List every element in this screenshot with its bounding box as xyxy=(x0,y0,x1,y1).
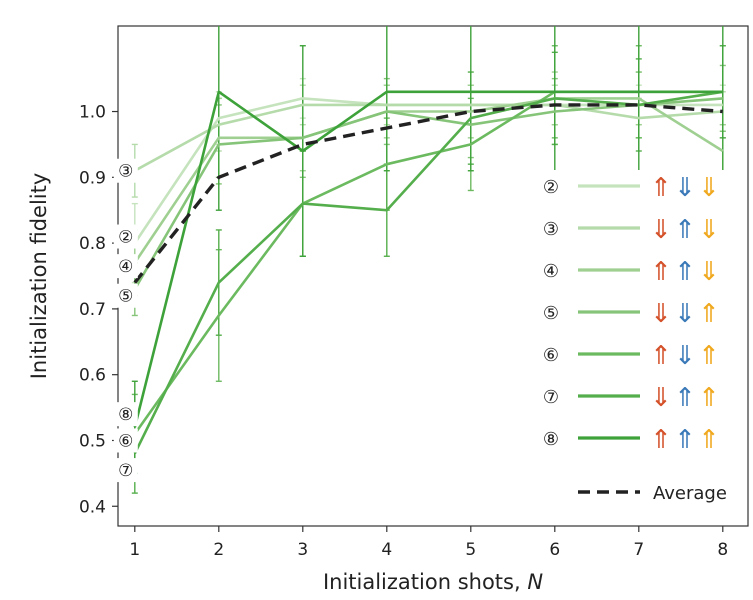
point-label: ④ xyxy=(118,257,133,277)
spin-up-arrow-icon: ⇑ xyxy=(650,173,672,203)
point-label: ⑦ xyxy=(118,461,133,481)
series-line-2 xyxy=(133,97,724,264)
series-line-7 xyxy=(133,103,723,284)
y-tick-label: 0.7 xyxy=(79,300,106,320)
legend-number: ⑤ xyxy=(543,303,559,324)
spin-down-arrow-icon: ⇓ xyxy=(674,341,696,371)
y-tick-label: 0.5 xyxy=(79,431,106,451)
legend-number: ⑥ xyxy=(543,345,559,366)
point-label: ⑧ xyxy=(118,405,133,425)
point-label-bg xyxy=(113,158,138,183)
spin-down-arrow-icon: ⇓ xyxy=(698,173,720,203)
legend-number: ⑧ xyxy=(543,429,559,450)
spin-down-arrow-icon: ⇓ xyxy=(674,173,696,203)
spin-up-arrow-icon: ⇑ xyxy=(650,257,672,287)
point-label: ② xyxy=(118,228,133,248)
point-label-bg xyxy=(113,254,138,279)
x-axis-title-variable: N xyxy=(527,570,543,594)
point-label: ⑤ xyxy=(118,287,133,307)
point-label-bg xyxy=(113,458,138,483)
x-axis-title-text: Initialization shots, xyxy=(323,570,527,594)
point-label-bg xyxy=(113,283,138,308)
y-tick-label: 0.4 xyxy=(79,497,106,517)
spin-up-arrow-icon: ⇑ xyxy=(698,341,720,371)
spin-up-arrow-icon: ⇑ xyxy=(650,341,672,371)
spin-down-arrow-icon: ⇓ xyxy=(650,383,672,413)
axis-ticks: 1 2 3 4 5 6 7 8 0.4 0.5 0.6 0.7 0.8 0.9 1.0 xyxy=(79,103,728,560)
legend-number: ③ xyxy=(543,219,559,240)
y-axis-title: Initialization fidelity xyxy=(27,173,51,380)
x-tick-label: 8 xyxy=(717,540,728,560)
point-label: ⑥ xyxy=(118,431,133,451)
spin-down-arrow-icon: ⇓ xyxy=(674,299,696,329)
series-line-6 xyxy=(133,90,723,428)
x-tick-label: 7 xyxy=(633,540,644,560)
x-axis-title: Initialization shots, N xyxy=(323,570,543,594)
series-line-5 xyxy=(133,90,724,455)
spin-up-arrow-icon: ⇑ xyxy=(674,383,696,413)
spin-up-arrow-icon: ⇑ xyxy=(674,215,696,245)
spin-up-arrow-icon: ⇑ xyxy=(698,425,720,455)
legend-number: ② xyxy=(543,177,559,198)
series-lines xyxy=(133,90,724,455)
x-tick-label: 6 xyxy=(549,540,560,560)
x-tick-label: 1 xyxy=(129,540,140,560)
y-tick-label: 0.6 xyxy=(79,366,106,386)
point-label-bg xyxy=(113,428,138,453)
spin-down-arrow-icon: ⇓ xyxy=(698,215,720,245)
spin-up-arrow-icon: ⇑ xyxy=(698,383,720,413)
x-tick-label: 4 xyxy=(381,540,392,560)
spin-down-arrow-icon: ⇓ xyxy=(650,299,672,329)
spin-up-arrow-icon: ⇑ xyxy=(674,257,696,287)
spin-up-arrow-icon: ⇑ xyxy=(698,299,720,329)
point-label: ③ xyxy=(118,162,133,182)
y-tick-label: 0.9 xyxy=(79,168,106,188)
point-labels: ③ ② ④ ⑤ ⑧ ⑥ ⑦ xyxy=(113,158,138,483)
x-tick-label: 5 xyxy=(465,540,476,560)
x-tick-label: 3 xyxy=(297,540,308,560)
legend-number: ⑦ xyxy=(543,387,559,408)
point-label-bg xyxy=(113,402,138,427)
x-tick-label: 2 xyxy=(213,540,224,560)
series-line-1 xyxy=(134,103,723,172)
spin-up-arrow-icon: ⇑ xyxy=(674,425,696,455)
spin-down-arrow-icon: ⇓ xyxy=(698,257,720,287)
y-tick-label: 0.8 xyxy=(79,234,106,254)
legend: ② ⇑ ⇓ ⇓③ ⇓ ⇑ ⇓④ ⇑ ⇑ ⇓⑤ ⇓ ⇓ ⇑⑥ ⇑ ⇓ ⇑⑦ ⇓ ⇑ ⇑⑧ ⇑ ⇑ ⇑Average xyxy=(530,170,745,508)
point-label-bg xyxy=(113,224,138,249)
y-tick-label: 1.0 xyxy=(79,103,106,123)
legend-number: ④ xyxy=(543,261,559,282)
spin-up-arrow-icon: ⇑ xyxy=(650,425,672,455)
legend-label-average: Average xyxy=(653,483,727,504)
spin-down-arrow-icon: ⇓ xyxy=(650,215,672,245)
